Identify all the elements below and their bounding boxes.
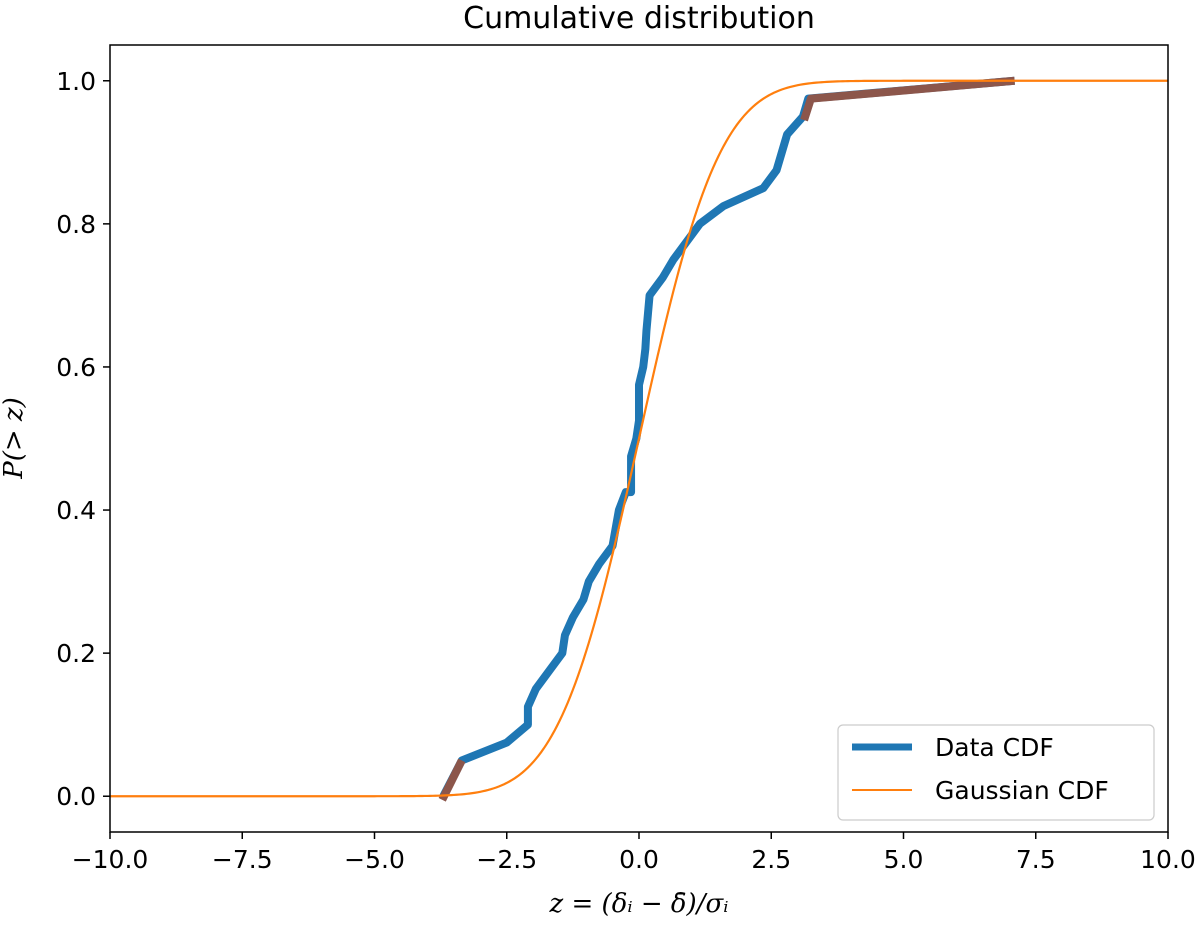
series-layer bbox=[110, 76, 1168, 802]
plot-area bbox=[109, 44, 1169, 833]
y-tick-label: 0.2 bbox=[56, 639, 96, 668]
legend-label-gaussian-cdf: Gaussian CDF bbox=[935, 776, 1109, 805]
legend-box bbox=[837, 724, 1155, 821]
x-tick-label: 5.0 bbox=[884, 845, 924, 874]
legend-label-data-cdf: Data CDF bbox=[935, 733, 1054, 762]
x-tick-label: 2.5 bbox=[751, 845, 791, 874]
x-tick-label: −5.0 bbox=[344, 845, 405, 874]
x-tick-label: −7.5 bbox=[212, 845, 273, 874]
legend: Data CDF Gaussian CDF bbox=[837, 724, 1155, 821]
x-axis-ticks: −10.0 −7.5 −5.0 −2.5 0.0 2.5 5.0 7.5 10.0 bbox=[72, 832, 1196, 874]
y-tick-label: 0.6 bbox=[56, 353, 96, 382]
series-gaussian-cdf-line bbox=[110, 79, 1168, 798]
y-axis-label: P(> z) bbox=[0, 397, 29, 480]
x-tick-label: −2.5 bbox=[476, 845, 537, 874]
x-tick-label: 10.0 bbox=[1140, 845, 1196, 874]
x-tick-label: −10.0 bbox=[72, 845, 149, 874]
chart-title: Cumulative distribution bbox=[463, 1, 815, 36]
y-tick-label: 0.8 bbox=[56, 210, 96, 239]
series-data-cdf-tail-0 bbox=[438, 758, 466, 802]
x-axis-label: z = (δᵢ − δ̄)/σᵢ bbox=[549, 889, 729, 919]
y-tick-label: 0.0 bbox=[56, 782, 96, 811]
y-tick-label: 0.4 bbox=[56, 496, 96, 525]
y-tick-label: 1.0 bbox=[56, 67, 96, 96]
x-tick-label: 7.5 bbox=[1016, 845, 1056, 874]
series-data-cdf-tail-1 bbox=[800, 76, 1015, 122]
y-axis-ticks: 0.0 0.2 0.4 0.6 0.8 1.0 bbox=[56, 67, 110, 811]
x-tick-label: 0.0 bbox=[619, 845, 659, 874]
series-data-cdf-line bbox=[439, 76, 1015, 799]
